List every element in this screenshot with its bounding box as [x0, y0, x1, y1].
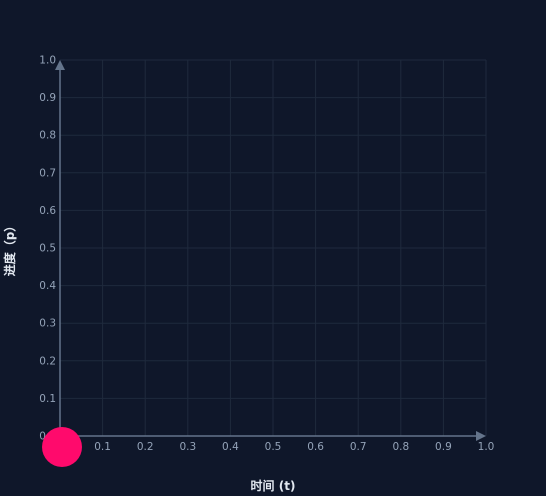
x-tick-label: 1.0	[478, 441, 495, 453]
grid	[60, 59, 487, 436]
x-tick-label: 0.8	[392, 441, 409, 453]
x-axis-arrow-icon	[476, 431, 486, 441]
x-tick-labels: 0.1 0.2 0.3 0.4 0.5 0.6 0.7 0.8 0.9 1.0	[94, 441, 494, 453]
x-tick-label: 0.3	[179, 441, 196, 453]
x-tick-label: 0.5	[265, 441, 282, 453]
y-tick-label: 1.0	[39, 55, 56, 67]
progress-marker	[42, 427, 82, 467]
y-tick-labels: 0.00.10.20.30.40.50.60.70.80.91.0	[39, 55, 56, 443]
x-axis-title: 时间 (t)	[251, 478, 296, 493]
y-axis-title: 进度（p）	[2, 220, 17, 277]
x-tick-label: 0.9	[435, 441, 452, 453]
y-tick-label: 0.9	[39, 92, 56, 104]
axes	[55, 60, 486, 441]
y-tick-label: 0.8	[39, 130, 56, 142]
y-tick-label: 0.4	[39, 280, 56, 292]
data-points	[42, 427, 82, 467]
y-tick-label: 0.3	[39, 318, 56, 330]
y-tick-label: 0.2	[39, 355, 56, 367]
y-tick-label: 0.7	[39, 167, 56, 179]
x-tick-label: 0.1	[94, 441, 111, 453]
x-tick-label: 0.2	[137, 441, 154, 453]
x-tick-label: 0.7	[350, 441, 367, 453]
y-tick-label: 0.6	[39, 205, 56, 217]
y-axis-arrow-icon	[55, 60, 65, 70]
y-tick-label: 0.1	[39, 393, 56, 405]
x-tick-label: 0.6	[307, 441, 324, 453]
x-tick-label: 0.4	[222, 441, 239, 453]
y-tick-label: 0.5	[39, 243, 56, 255]
